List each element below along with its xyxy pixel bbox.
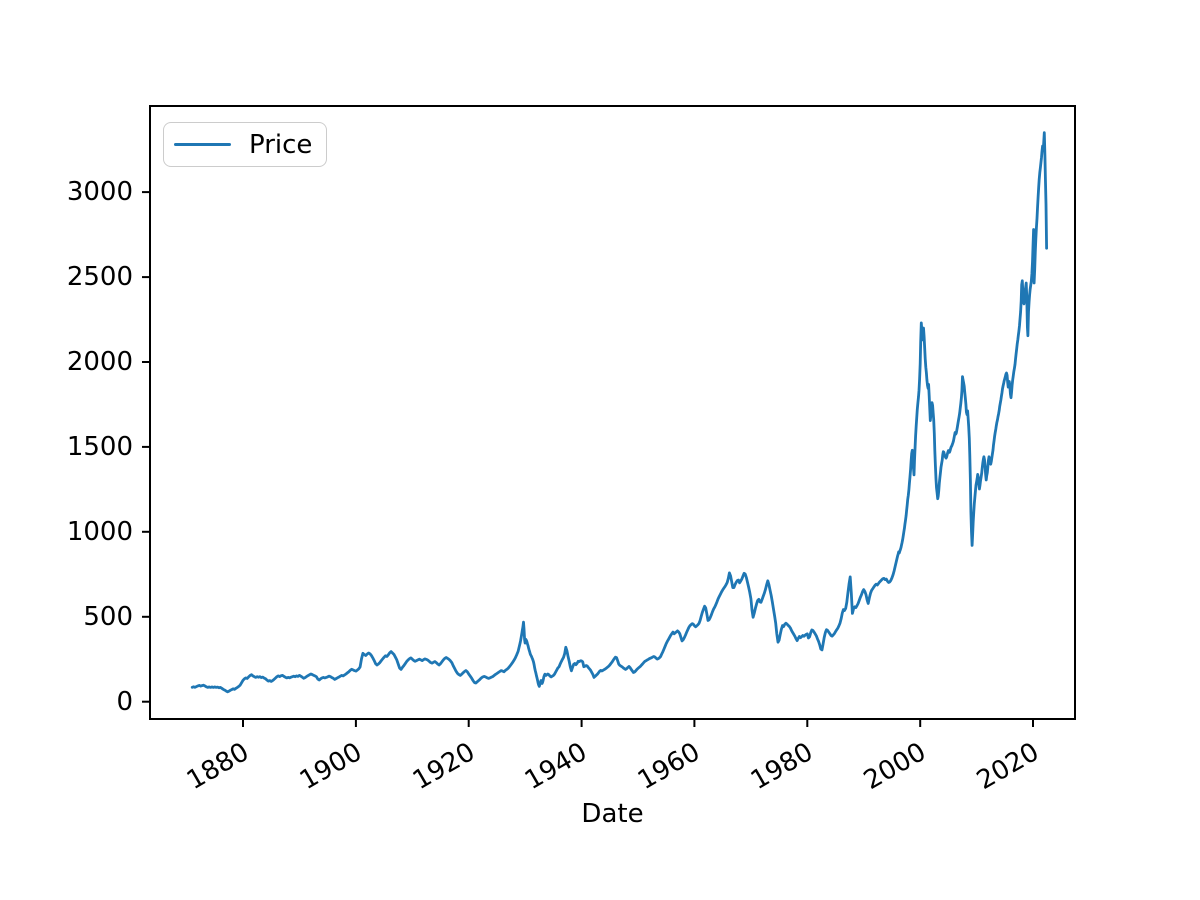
legend-line-swatch xyxy=(174,142,231,147)
y-tick-label: 2000 xyxy=(66,347,133,377)
x-axis-title: Date xyxy=(581,799,644,829)
y-tick-label: 2500 xyxy=(66,262,133,293)
y-tick-label: 3000 xyxy=(66,177,133,208)
legend-series-label: Price xyxy=(249,129,313,160)
legend: Price xyxy=(163,122,328,167)
y-tick-label: 0 xyxy=(116,686,133,717)
y-tick-label: 1500 xyxy=(66,431,133,462)
price-line-series xyxy=(190,131,1048,694)
y-tick-label: 500 xyxy=(83,601,133,632)
plot-border xyxy=(149,105,1076,720)
y-tick-label: 1000 xyxy=(66,516,133,547)
